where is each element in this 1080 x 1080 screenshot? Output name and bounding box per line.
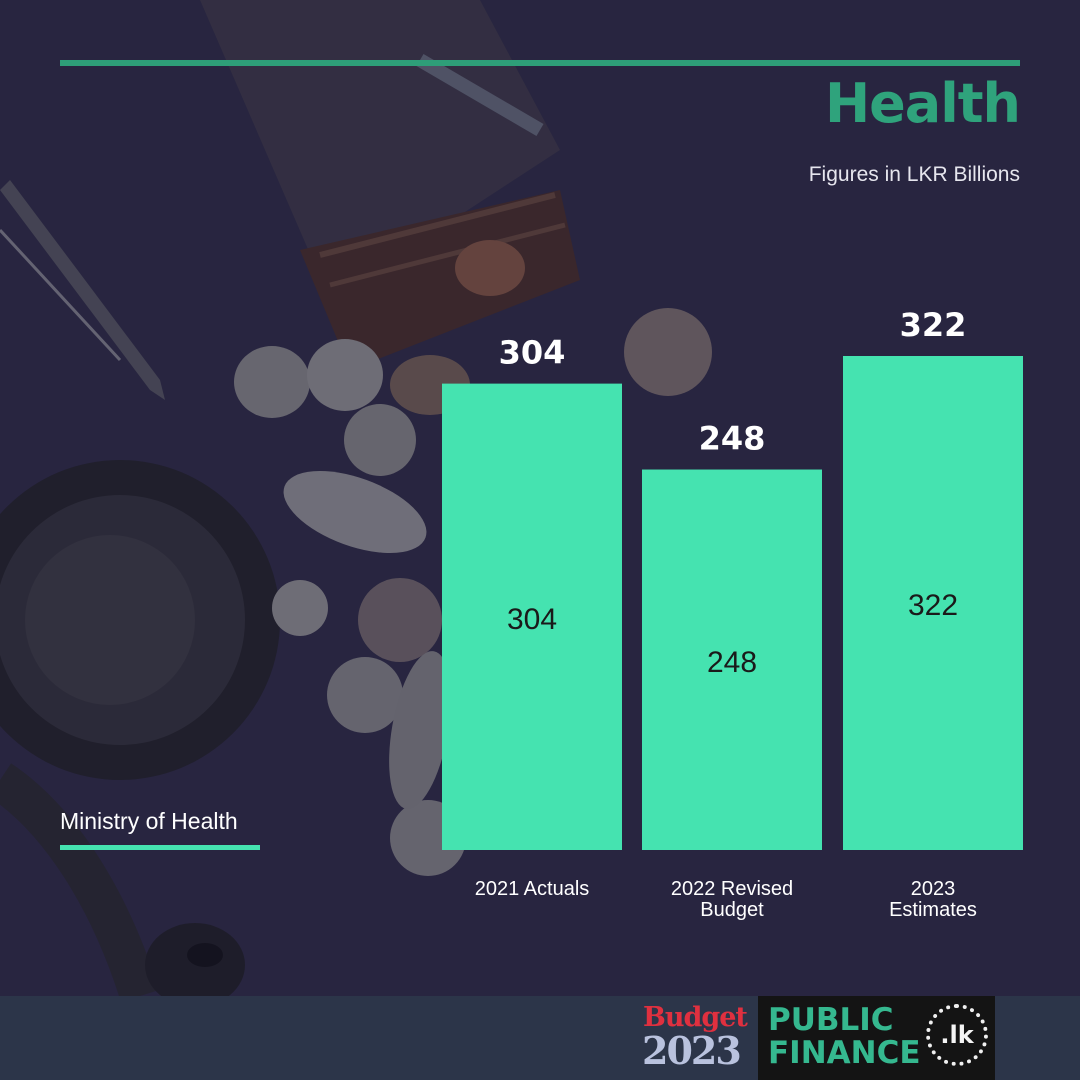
category-label: 2021 Actuals [475,878,590,900]
category-label: 2022 Revised [671,878,793,900]
category-label: 2023 [911,878,956,900]
budget-2023-logo: Budget 2023 [640,996,758,1080]
category-label: Estimates [889,899,977,921]
public-finance-logo: PUBLIC FINANCE .lk [758,996,995,1080]
bar-2 [642,469,822,850]
wordmark-line-2: FINANCE [768,1035,921,1071]
bar-3 [843,356,1023,850]
category-label: Budget [700,899,764,921]
units-subtitle: Figures in LKR Billions [808,163,1020,186]
ministry-underline [60,845,260,850]
bar-value-label-top: 322 [900,306,967,344]
bar-chart: 304 304 2021 Actuals 248 248 2022 RevisedBudg… [442,306,1023,921]
bar-1 [442,383,622,850]
wordmark-line-1: PUBLIC [768,1002,894,1038]
bar-value-label-top: 248 [699,420,766,458]
lk-seal-icon: .lk [926,1004,988,1066]
bar-value-label-inside: 304 [507,603,557,636]
bar-value-label-inside: 248 [707,646,757,679]
budget-logo-year: 2023 [642,1028,742,1073]
stethoscope-illustration [0,460,280,996]
ministry-label: Ministry of Health [60,808,238,834]
thermometer-illustration [0,180,165,400]
top-accent-rule [60,60,1020,66]
bar-value-label-inside: 322 [908,589,958,622]
bar-value-label-top: 304 [499,334,566,372]
budget-logo-word: Budget [643,1002,748,1033]
public-finance-wordmark: PUBLIC FINANCE [768,1004,928,1070]
pill-bottle-illustration [200,0,580,370]
page-title: Health [824,72,1021,135]
pills-illustration [234,240,712,876]
